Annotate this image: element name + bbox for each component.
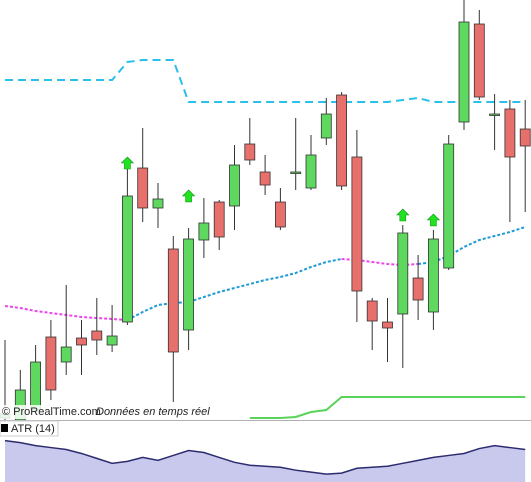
atr-panel <box>4 439 526 482</box>
candle-body <box>366 300 378 322</box>
atr-line <box>4 439 526 475</box>
candle-body <box>45 336 57 391</box>
candle-body <box>305 154 317 189</box>
candle-body <box>519 128 531 147</box>
candle-body <box>458 21 470 123</box>
candle-body <box>30 361 42 411</box>
candle-body <box>122 195 133 323</box>
candle-body <box>336 94 348 187</box>
candle-body <box>427 238 439 313</box>
atr-swatch <box>1 424 8 432</box>
signal-arrow <box>120 156 135 170</box>
candle-body <box>213 201 225 238</box>
candle-body <box>106 335 118 346</box>
candle-body <box>489 113 501 116</box>
atr-title: ATR (14) <box>11 423 55 435</box>
indicator-line <box>126 226 526 321</box>
candle-body <box>167 248 179 353</box>
candle-body <box>183 238 195 331</box>
candle-body <box>244 143 256 161</box>
indicator-line <box>249 396 526 419</box>
candle-body <box>91 330 103 341</box>
candle-body <box>290 171 302 174</box>
candle-body <box>60 346 72 363</box>
candle-body <box>473 23 485 98</box>
watermark-bg <box>0 405 212 419</box>
candle-body <box>137 167 149 209</box>
atr-area <box>5 440 526 482</box>
signal-arrow <box>396 208 410 222</box>
signal-arrow <box>426 213 441 227</box>
signal-arrow <box>181 189 196 203</box>
candle-body <box>443 143 455 269</box>
candle-body <box>198 222 210 241</box>
atr-label-box <box>0 420 59 437</box>
candle-body <box>274 201 286 228</box>
indicator-line <box>5 59 526 103</box>
candle-body <box>259 171 271 186</box>
candle-body <box>229 164 240 207</box>
candle-body <box>382 321 393 329</box>
candle-body <box>397 232 409 315</box>
source: © ProRealTime.com <box>2 406 101 418</box>
note: Données en temps réel <box>96 406 210 418</box>
candle-body <box>320 113 332 139</box>
candle-body <box>76 337 87 346</box>
candle-body <box>351 156 363 292</box>
candle-body <box>504 108 516 158</box>
candle-body <box>152 198 164 209</box>
candle-body <box>412 277 424 301</box>
